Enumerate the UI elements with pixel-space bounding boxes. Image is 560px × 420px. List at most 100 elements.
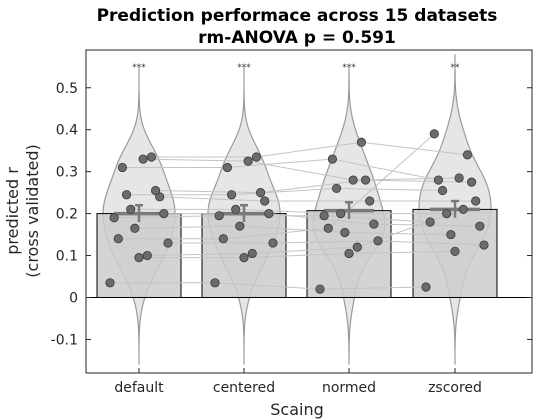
data-point xyxy=(442,208,452,219)
y-tick-label: 0.5 xyxy=(56,81,78,97)
data-point xyxy=(239,253,249,263)
y-axis-label-line2: (cross validated) xyxy=(23,144,42,277)
data-point xyxy=(466,177,477,187)
data-point xyxy=(471,196,481,206)
data-point xyxy=(163,238,173,248)
data-point xyxy=(365,196,375,206)
data-point xyxy=(429,129,439,139)
data-point xyxy=(446,229,456,240)
significance-default: *** xyxy=(132,63,146,73)
data-point xyxy=(255,188,266,198)
chart-title: Prediction performace across 15 datasets xyxy=(97,6,498,26)
mean-markers-layer xyxy=(114,199,480,222)
connector-line xyxy=(260,179,366,194)
data-point xyxy=(352,242,362,252)
connector-line xyxy=(344,231,451,236)
data-point xyxy=(117,162,128,173)
x-axis-label: Scaing xyxy=(270,400,324,419)
data-point xyxy=(462,150,473,160)
data-point xyxy=(231,204,241,215)
data-point xyxy=(251,152,262,162)
data-point xyxy=(479,240,489,250)
data-point xyxy=(437,185,448,196)
connector-line xyxy=(243,252,350,259)
data-point xyxy=(260,196,270,206)
data-point xyxy=(130,223,140,233)
connector-line xyxy=(336,187,443,192)
x-tick-label-zscored: zscored xyxy=(428,380,482,396)
chart-subtitle: rm-ANOVA p = 0.591 xyxy=(198,28,396,48)
y-tick-label: 0.3 xyxy=(56,165,78,181)
connector-line xyxy=(231,187,337,196)
data-point xyxy=(356,137,367,147)
data-point xyxy=(315,284,325,294)
data-point xyxy=(109,213,119,223)
connector-line xyxy=(147,252,253,257)
data-point xyxy=(214,211,224,221)
connector-line xyxy=(348,250,456,254)
data-point xyxy=(210,278,220,288)
x-axis-ticks: default centered normed zscored xyxy=(114,368,482,396)
data-point xyxy=(142,250,152,261)
data-point xyxy=(235,221,245,231)
connector-line xyxy=(252,246,358,254)
connector-line xyxy=(365,179,472,183)
data-point xyxy=(155,192,165,202)
y-tick-label: -0.1 xyxy=(51,332,78,348)
connector-line xyxy=(319,286,427,290)
x-tick-label-centered: centered xyxy=(213,380,275,396)
connector-line xyxy=(159,196,265,202)
data-point xyxy=(450,246,460,256)
connector-line xyxy=(227,158,333,168)
y-tick-label: 0.4 xyxy=(56,123,78,139)
data-point xyxy=(247,248,257,259)
connector-line xyxy=(143,158,249,162)
data-point xyxy=(360,175,371,185)
connector-line xyxy=(332,158,439,181)
connector-line xyxy=(256,141,362,158)
y-tick-label: 0.1 xyxy=(56,249,78,265)
significance-zscored: ** xyxy=(451,63,461,73)
y-tick-label: 0 xyxy=(69,290,78,306)
data-points-layer xyxy=(105,129,489,294)
data-point xyxy=(138,154,148,164)
data-point xyxy=(336,208,346,219)
significance-centered: *** xyxy=(237,63,251,73)
data-point xyxy=(369,219,379,229)
connector-line xyxy=(248,160,354,181)
data-point xyxy=(268,238,278,248)
data-point xyxy=(348,175,358,185)
data-point xyxy=(425,217,435,227)
data-point xyxy=(243,156,253,166)
y-tick-label: 0.2 xyxy=(56,207,78,223)
x-tick-label-default: default xyxy=(114,380,164,396)
data-point xyxy=(218,234,228,244)
data-point xyxy=(344,248,354,259)
data-point xyxy=(454,173,464,183)
connector-line xyxy=(214,282,321,290)
data-point xyxy=(323,223,333,233)
data-point xyxy=(433,175,444,185)
data-point xyxy=(373,236,383,246)
data-point xyxy=(327,154,338,164)
connector-line xyxy=(134,225,240,229)
data-point xyxy=(222,162,233,173)
data-point xyxy=(134,253,144,263)
data-point xyxy=(146,152,157,162)
data-point xyxy=(226,190,237,200)
data-point xyxy=(150,185,161,196)
data-point xyxy=(264,208,274,219)
data-point xyxy=(113,234,123,244)
data-point xyxy=(126,204,136,215)
connector-line xyxy=(155,190,261,194)
connector-line xyxy=(327,133,435,229)
x-tick-label-normed: normed xyxy=(322,380,376,396)
data-point xyxy=(331,183,342,194)
data-point xyxy=(159,208,169,219)
data-point xyxy=(105,278,115,288)
y-axis-ticks: -0.1 0 0.1 0.2 0.3 0.4 0.5 xyxy=(51,81,532,348)
connector-line xyxy=(377,240,485,246)
connector-line xyxy=(272,240,379,244)
plot-area-frame xyxy=(85,49,533,374)
